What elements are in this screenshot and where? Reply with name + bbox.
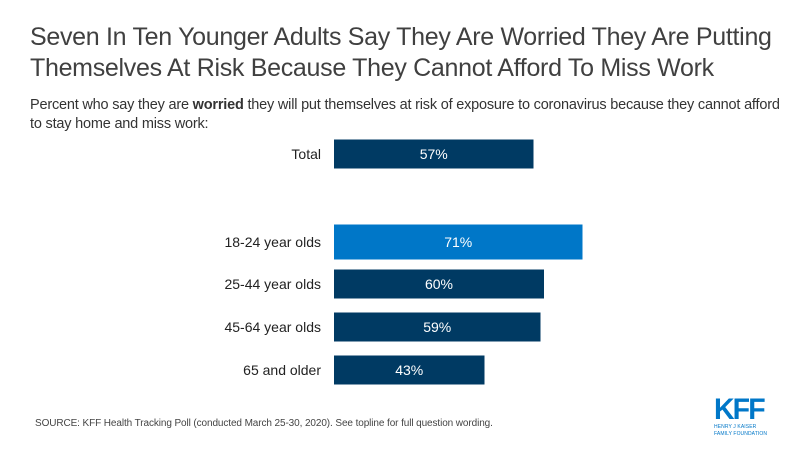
chart-subtitle: Percent who say they are worried they wi… [30, 96, 795, 134]
data-label: 59% [423, 319, 451, 335]
bar-65-and-older [334, 355, 485, 385]
category-label: 18-24 year olds [224, 234, 321, 250]
logo-line-1: HENRY J KAISER [714, 424, 757, 430]
kff-logo: KFF HENRY J KAISER FAMILY FOUNDATION [714, 393, 774, 437]
data-label: 71% [444, 234, 472, 250]
source-note: SOURCE: KFF Health Tracking Poll (conduc… [35, 418, 493, 429]
bar-18-24-year-olds [334, 224, 583, 260]
data-label: 43% [395, 362, 423, 378]
subtitle-suffix: they will put themselves at risk of expo… [30, 97, 780, 132]
logo-line-2: FAMILY FOUNDATION [714, 430, 768, 437]
subtitle-prefix: Percent who say they are [30, 97, 193, 113]
category-label: 25-44 year olds [224, 276, 321, 292]
bar-total [334, 139, 534, 169]
category-label: Total [291, 146, 321, 162]
category-label: 45-64 year olds [224, 319, 321, 335]
chart-title: Seven In Ten Younger Adults Say They Are… [30, 23, 772, 82]
logo-mark: KFF [714, 393, 766, 426]
category-label: 65 and older [243, 362, 321, 378]
bar-25-44-year-olds [334, 269, 544, 299]
data-label: 60% [425, 276, 453, 292]
subtitle-emphasis: worried [192, 97, 244, 113]
bar-45-64-year-olds [334, 312, 541, 342]
data-label: 57% [420, 146, 448, 162]
